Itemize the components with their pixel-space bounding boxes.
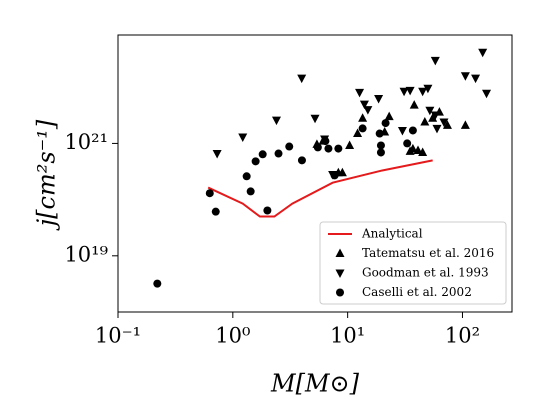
point: [153, 279, 162, 288]
point: [405, 86, 415, 96]
point: [358, 124, 367, 133]
line: [207, 159, 433, 218]
point: [310, 114, 320, 124]
point: [478, 48, 488, 58]
point: [242, 172, 251, 181]
point: [399, 87, 409, 97]
point: [482, 89, 492, 99]
x-axis-label: M[M⊙]: [270, 370, 360, 398]
y-tick-label: 10²¹: [64, 130, 108, 154]
x-tick-label: 10⁻¹: [95, 324, 141, 348]
point: [442, 120, 452, 129]
point: [211, 207, 220, 216]
point: [330, 171, 339, 180]
point: [375, 129, 384, 138]
point: [205, 189, 214, 198]
point: [334, 144, 343, 153]
legend-swatch: [335, 248, 345, 257]
point: [397, 126, 407, 136]
point: [439, 118, 449, 128]
y-axis-label: j[cm²s⁻¹]: [33, 119, 61, 231]
point: [238, 133, 248, 143]
point: [374, 95, 384, 104]
legend-label: Tatematsu et al. 2016: [362, 246, 494, 260]
point: [271, 116, 281, 126]
point: [413, 145, 423, 154]
point: [460, 72, 470, 81]
point: [337, 167, 347, 177]
point: [359, 100, 369, 110]
point: [274, 149, 283, 158]
point: [425, 106, 435, 116]
point: [345, 140, 355, 149]
point: [403, 139, 412, 148]
point: [353, 128, 363, 138]
point: [258, 150, 267, 159]
legend-label: Caselli et al. 2002: [362, 285, 472, 299]
point: [376, 141, 385, 150]
point: [355, 88, 365, 98]
point: [432, 124, 442, 134]
point: [428, 113, 438, 122]
point: [212, 150, 222, 159]
plot-frame: [117, 34, 513, 313]
point: [297, 156, 306, 165]
point: [363, 106, 373, 115]
point: [321, 137, 330, 146]
point: [358, 113, 368, 122]
x-tick-label: 10²: [445, 324, 480, 348]
point: [324, 144, 333, 153]
point: [376, 148, 385, 157]
legend-box: [319, 221, 507, 305]
point: [251, 157, 260, 166]
x-tick-label: 10¹: [330, 324, 365, 348]
y-tick-label: 10¹⁹: [64, 242, 108, 266]
point: [409, 100, 419, 109]
point: [285, 142, 294, 151]
point: [418, 147, 428, 156]
point: [430, 56, 440, 66]
x-tick-label: 10⁰: [215, 324, 250, 348]
point: [405, 146, 415, 155]
legend-label: Analytical: [361, 227, 423, 241]
point: [408, 126, 417, 135]
legend-label: Goodman et al. 1993: [362, 266, 489, 280]
point: [418, 87, 428, 97]
point: [246, 187, 255, 196]
point: [423, 84, 433, 94]
point: [263, 206, 272, 215]
point: [460, 120, 470, 129]
point: [384, 111, 394, 121]
point: [313, 143, 322, 152]
point: [381, 119, 390, 128]
legend-swatch: [336, 288, 344, 297]
point: [297, 74, 307, 84]
point: [420, 117, 430, 126]
point: [471, 74, 481, 84]
legend-swatch: [335, 269, 345, 278]
point: [430, 111, 440, 121]
